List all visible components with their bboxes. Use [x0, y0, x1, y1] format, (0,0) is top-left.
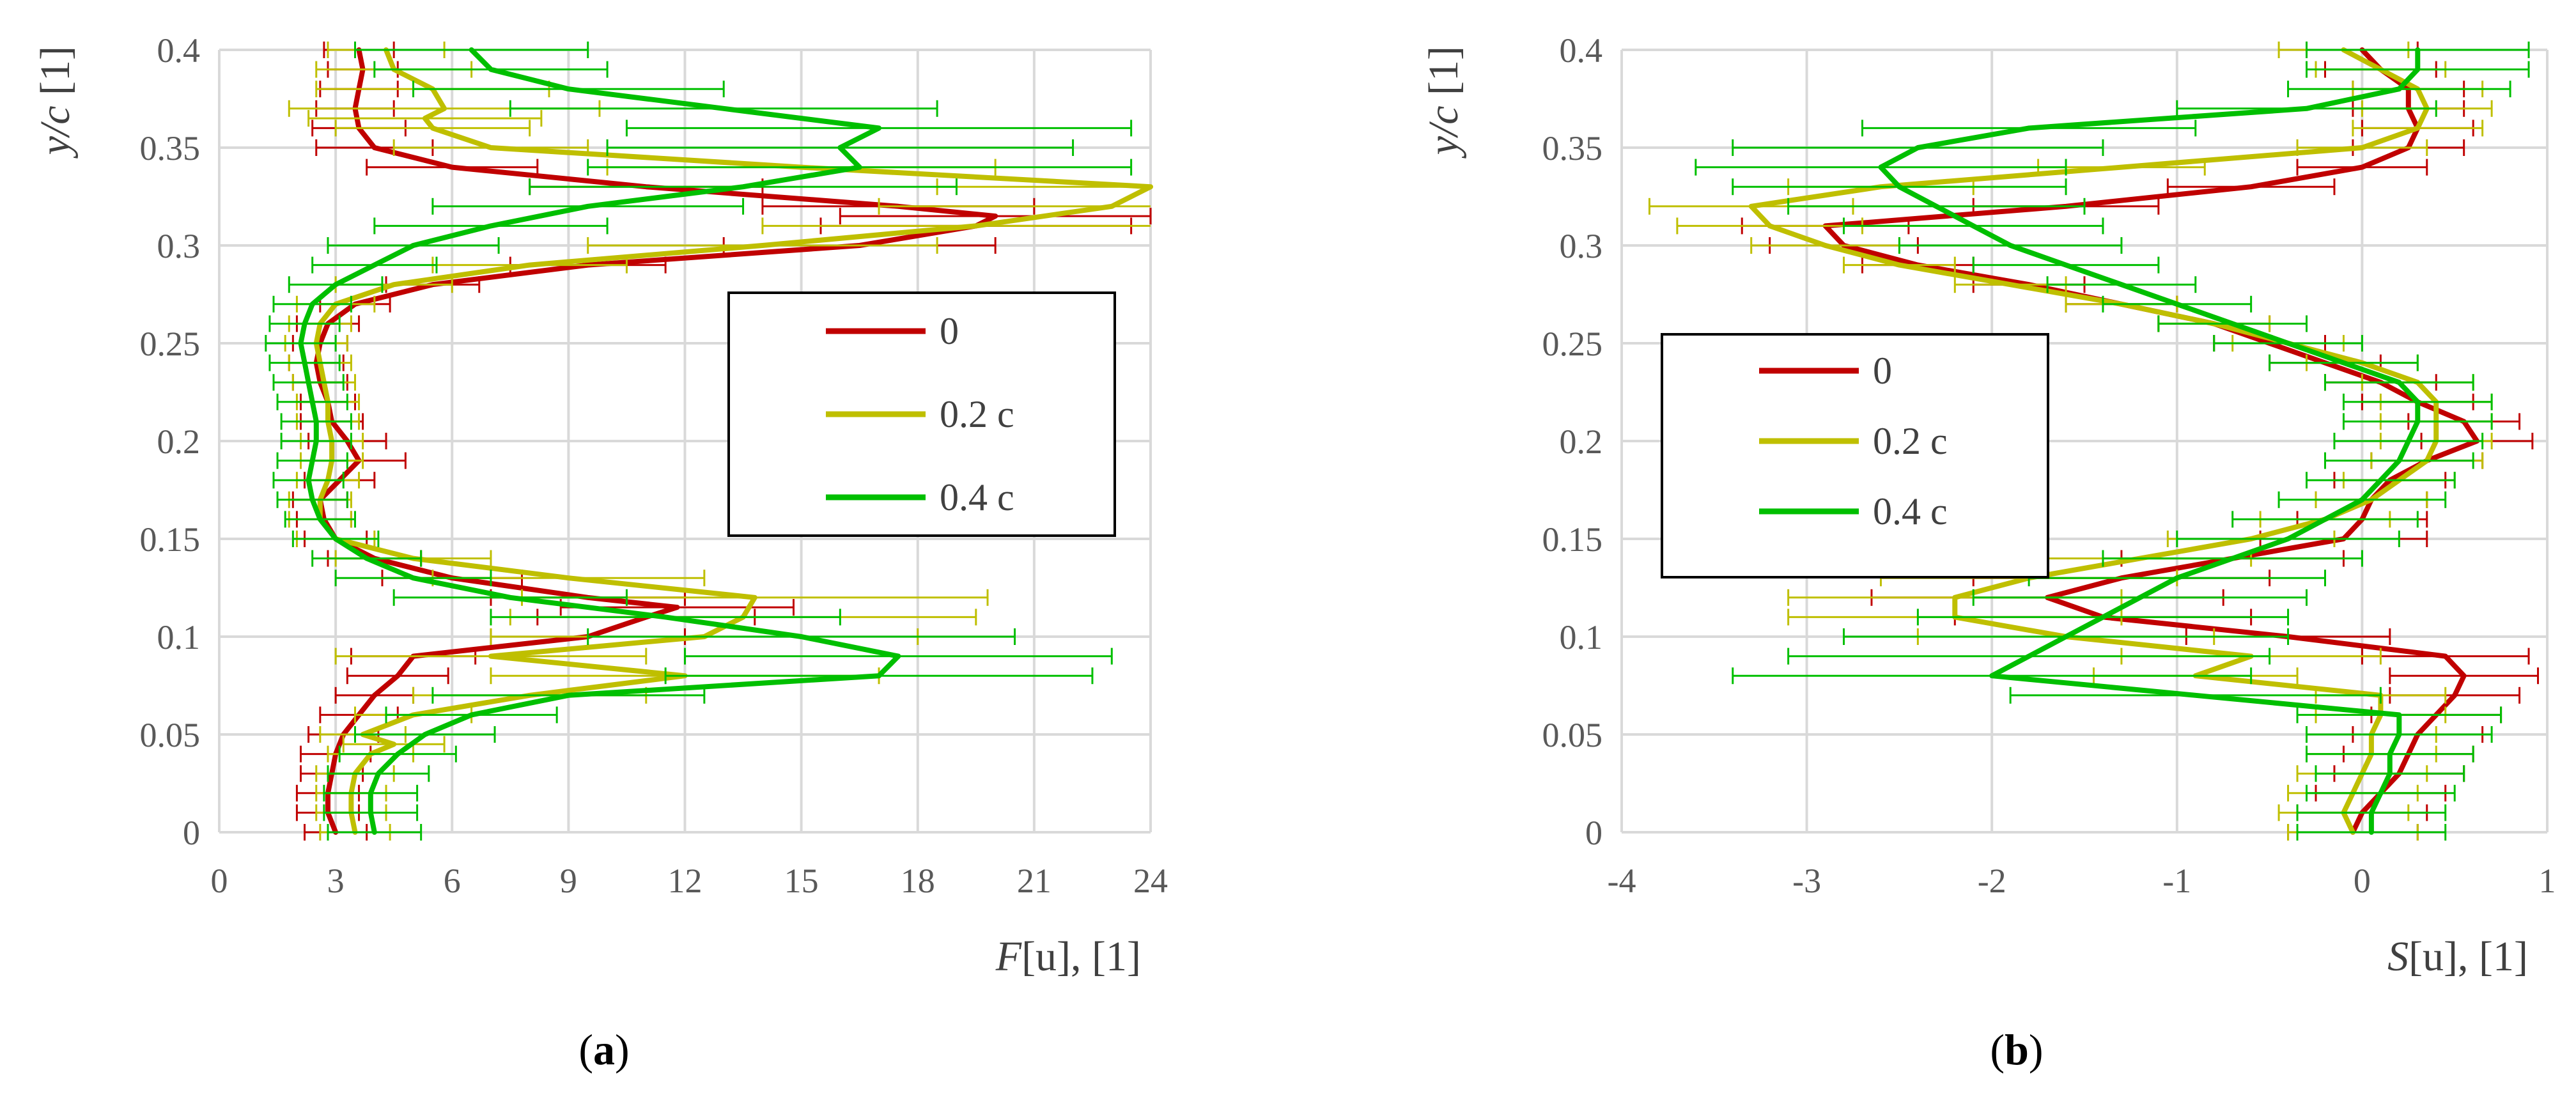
chart-b-y-tick-1: 0.05 — [1542, 716, 1603, 754]
chart-a-y-tick-2: 0.1 — [157, 618, 201, 656]
chart-b-legend-label-1: 0.2 c — [1873, 420, 1948, 462]
chart-a-x-tick-1: 3 — [327, 862, 345, 900]
panel-b-caption: (b) — [1990, 1025, 2043, 1074]
chart-a-legend-label-1: 0.2 c — [940, 393, 1014, 435]
chart-a-x-tick-8: 24 — [1133, 862, 1168, 900]
chart-a-legend-label-0: 0 — [940, 310, 959, 352]
chart-a-x-tick-7: 21 — [1017, 862, 1051, 900]
chart-b-y-tick-6: 0.3 — [1560, 227, 1603, 265]
chart-a-y-tick-4: 0.2 — [157, 423, 201, 461]
chart-b-x-tick-2: -2 — [1978, 862, 2006, 900]
chart-a-y-tick-3: 0.15 — [140, 520, 201, 559]
chart-b-y-axis-unit: [1] — [1420, 46, 1467, 105]
chart-b-x-tick-0: -4 — [1608, 862, 1636, 900]
chart-a-x-tick-2: 6 — [444, 862, 461, 900]
panel-b-letter: b — [2005, 1025, 2029, 1074]
chart-b-x-tick-4: 0 — [2354, 862, 2371, 900]
chart-b-x-axis-var: S — [2387, 933, 2409, 980]
chart-a-x-tick-6: 18 — [901, 862, 935, 900]
chart-b-series-2-line — [1878, 47, 2421, 835]
chart-a-x-axis-var: F — [995, 933, 1022, 980]
chart-b-y-axis-var: y/c — [1420, 105, 1467, 159]
chart-b-y-tick-4: 0.2 — [1560, 423, 1603, 461]
chart-a-y-tick-8: 0.4 — [157, 31, 201, 70]
chart-a-legend: 0 0.2 c 0.4 c — [727, 291, 1116, 537]
chart-b-y-tick-7: 0.35 — [1542, 129, 1603, 167]
chart-a-x-axis-unit: [u], [1] — [1021, 933, 1141, 980]
chart-b-ticks: -4 -3 -2 -1 0 1 0 0.05 0.1 0.15 0.2 0.25 0.3 0.35 0.4 — [1542, 31, 2556, 900]
chart-a-series — [265, 42, 1153, 841]
chart-a-y-tick-0: 0 — [183, 814, 200, 852]
chart-a-series-2-line — [298, 47, 901, 835]
chart-a-y-tick-5: 0.25 — [140, 325, 201, 363]
chart-b-x-tick-3: -1 — [2162, 862, 2191, 900]
chart-b-y-axis-label: y/c [1] — [1420, 46, 1467, 159]
panel-b-close-paren: ) — [2029, 1025, 2044, 1074]
chart-b-x-axis-unit: [u], [1] — [2409, 933, 2528, 980]
chart-b-series — [1648, 42, 2540, 841]
chart-a-x-tick-4: 12 — [668, 862, 702, 900]
chart-a: 0 3 6 9 12 15 18 21 24 0 0.05 0.1 0.15 0.2 0.25 0.3 0.35… — [32, 31, 1168, 1074]
chart-b-x-tick-5: 1 — [2539, 862, 2556, 900]
chart-a-x-tick-0: 0 — [211, 862, 228, 900]
chart-a-legend-label-2: 0.4 c — [940, 476, 1014, 518]
chart-b-legend-label-2: 0.4 c — [1873, 490, 1948, 532]
chart-a-series-2 — [265, 42, 1133, 841]
chart-b-series-2 — [1695, 42, 2530, 841]
chart-b-x-axis-label: S[u], [1] — [2387, 933, 2528, 980]
chart-a-x-tick-3: 9 — [560, 862, 577, 900]
panel-a-caption: (a) — [578, 1025, 629, 1074]
chart-b-legend: 0 0.2 c 0.4 c — [1661, 333, 2049, 578]
chart-a-y-axis-var: y/c — [32, 105, 79, 159]
chart-a-y-axis-unit: [1] — [32, 46, 79, 105]
chart-b-y-tick-5: 0.25 — [1542, 325, 1603, 363]
chart-a-y-axis-label: y/c [1] — [32, 46, 79, 159]
chart-b-x-tick-1: -3 — [1792, 862, 1821, 900]
panel-b-open-paren: ( — [1990, 1025, 2005, 1074]
panel-a-letter: a — [593, 1025, 615, 1074]
chart-a-ticks: 0 3 6 9 12 15 18 21 24 0 0.05 0.1 0.15 0.2 0.25 0.3 0.35… — [140, 31, 1168, 900]
panel-a-close-paren: ) — [615, 1025, 630, 1074]
chart-b-legend-box — [1661, 333, 2049, 578]
chart-a-x-tick-5: 15 — [784, 862, 819, 900]
chart-a-x-axis-label: F[u], [1] — [995, 933, 1141, 980]
chart-b-y-tick-3: 0.15 — [1542, 520, 1603, 559]
chart-b-y-tick-2: 0.1 — [1560, 618, 1603, 656]
chart-b-y-tick-0: 0 — [1585, 814, 1602, 852]
chart-a-y-tick-1: 0.05 — [140, 716, 201, 754]
chart-a-y-tick-7: 0.35 — [140, 129, 201, 167]
panel-a-open-paren: ( — [578, 1025, 593, 1074]
chart-b-y-tick-8: 0.4 — [1560, 31, 1603, 70]
chart-a-y-tick-6: 0.3 — [157, 227, 201, 265]
chart-b: -4 -3 -2 -1 0 1 0 0.05 0.1 0.15 0.2 0.25 0.3 0.35 0.4 … — [1420, 31, 2556, 1074]
chart-b-legend-label-0: 0 — [1873, 350, 1892, 392]
